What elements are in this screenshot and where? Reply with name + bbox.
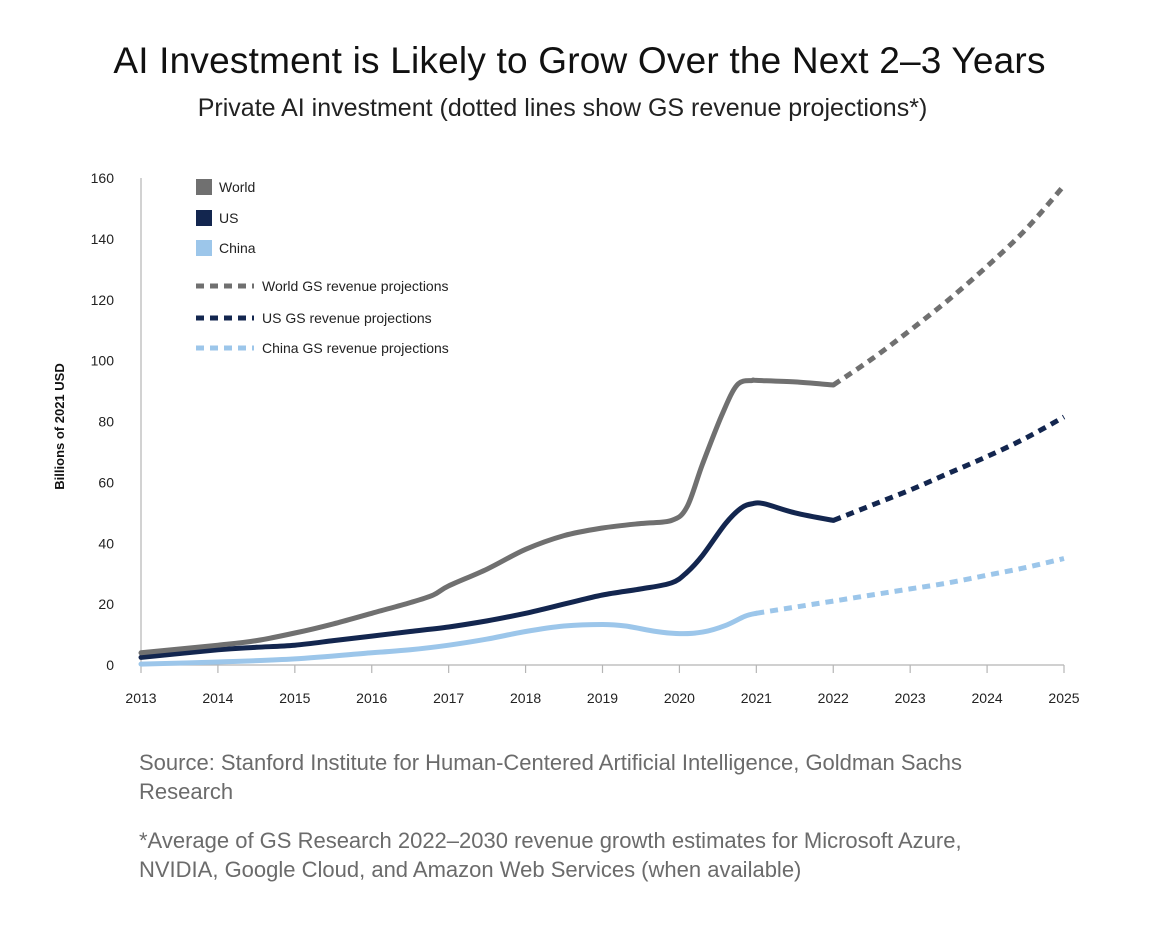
legend-label: US — [219, 210, 238, 226]
x-tick-label: 2023 — [895, 690, 926, 706]
legend-label: China GS revenue projections — [262, 340, 449, 356]
x-tick-label: 2024 — [972, 690, 1003, 706]
series-line-world-gs-revenue-projections — [831, 183, 1066, 388]
y-tick-label: 80 — [98, 414, 114, 430]
x-tick-label: 2018 — [510, 690, 541, 706]
y-tick-label: 20 — [98, 596, 114, 612]
y-tick-label: 140 — [91, 231, 115, 247]
y-tick-label: 100 — [91, 353, 115, 369]
legend-swatch — [196, 240, 212, 256]
x-tick-label: 2013 — [125, 690, 156, 706]
y-tick-label: 160 — [91, 170, 115, 186]
x-tick-label: 2025 — [1048, 690, 1079, 706]
chart-subtitle: Private AI investment (dotted lines show… — [197, 94, 928, 122]
axes: 0 20 40 60 80 100 120 140 160 2013 2014 2015 2016 201… — [52, 170, 1080, 706]
footnote: *Average of GS Research 2022–2030 revenu… — [139, 828, 962, 882]
y-tick-label: 120 — [91, 292, 115, 308]
series-line-world — [138, 377, 836, 656]
series-line-us — [138, 500, 836, 660]
y-tick-label: 60 — [98, 474, 114, 490]
x-tick-label: 2015 — [279, 690, 310, 706]
series-line-china-gs-revenue-projections — [755, 556, 1065, 616]
y-axis-label: Billions of 2021 USD — [52, 363, 67, 489]
chart-title: AI Investment is Likely to Grow Over the… — [113, 40, 1046, 81]
legend-label: World — [219, 179, 255, 195]
x-tick-label: 2022 — [818, 690, 849, 706]
y-tick-label: 0 — [106, 657, 114, 673]
x-tick-label: 2017 — [433, 690, 464, 706]
x-tick-label: 2016 — [356, 690, 387, 706]
source-note: Source: Stanford Institute for Human-Cen… — [139, 750, 962, 804]
legend-label: China — [219, 240, 256, 256]
y-tick-label: 40 — [98, 535, 114, 551]
series-line-us-gs-revenue-projections — [832, 414, 1066, 523]
legend: World US China World GS revenue projections… — [196, 179, 449, 356]
x-tick-label: 2019 — [587, 690, 618, 706]
series-lines — [138, 183, 1066, 667]
x-tick-label: 2021 — [741, 690, 772, 706]
legend-label: US GS revenue projections — [262, 310, 432, 326]
series-line-china — [138, 610, 759, 667]
legend-swatch — [196, 179, 212, 195]
legend-label: World GS revenue projections — [262, 278, 449, 294]
x-tick-label: 2020 — [664, 690, 695, 706]
x-tick-label: 2014 — [202, 690, 233, 706]
legend-swatch — [196, 210, 212, 226]
